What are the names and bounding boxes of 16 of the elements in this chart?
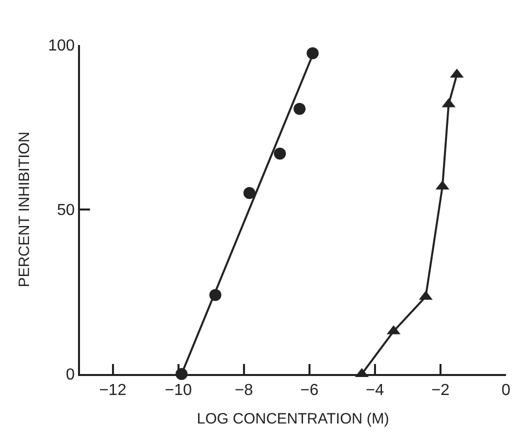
point bbox=[243, 187, 256, 200]
point bbox=[306, 47, 319, 60]
x-tick-label: −10 bbox=[164, 382, 192, 400]
x-tick-label: −4 bbox=[366, 382, 384, 400]
y-tick-label: 0 bbox=[66, 366, 75, 384]
x-tick-label: −6 bbox=[300, 382, 319, 400]
y-axis-title: PERCENT INHIBITION bbox=[16, 132, 33, 288]
x-tick-label: −8 bbox=[234, 382, 254, 400]
x-tick-label: −12 bbox=[99, 382, 126, 400]
x-tick-label: −2 bbox=[431, 382, 450, 400]
point bbox=[294, 102, 306, 115]
y-tick-label: 50 bbox=[57, 202, 75, 220]
x-axis-title: LOG CONCENTRATION (M) bbox=[196, 410, 390, 428]
x-tick-label: 0 bbox=[502, 382, 511, 400]
y-tick-label: 100 bbox=[48, 38, 75, 55]
point bbox=[274, 148, 286, 160]
